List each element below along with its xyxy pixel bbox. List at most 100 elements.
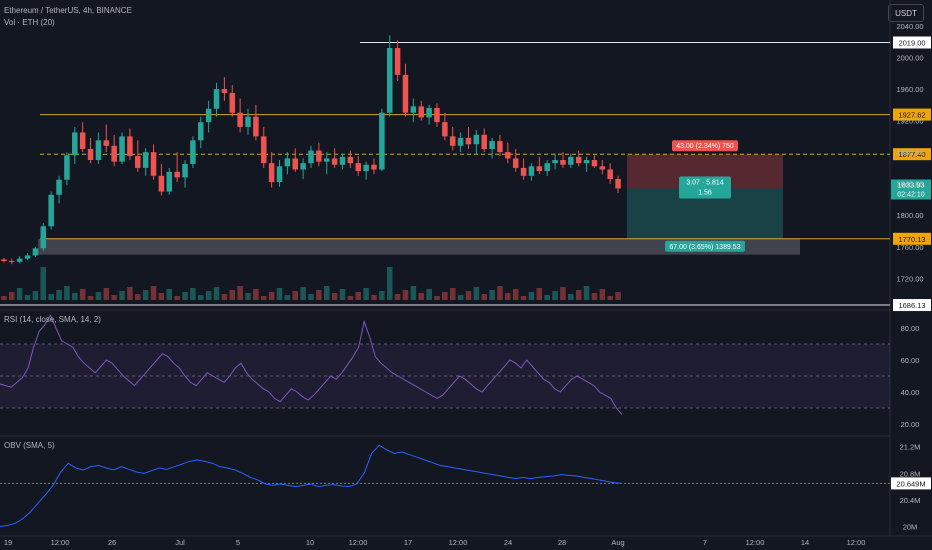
candle-body	[300, 163, 306, 170]
volume-bar	[465, 291, 472, 300]
candle-body	[599, 166, 606, 170]
candle-body	[528, 166, 535, 176]
volume-bar	[300, 287, 306, 300]
level-label-bg	[893, 299, 931, 312]
candle-body	[575, 156, 582, 164]
volume-bar	[371, 295, 377, 300]
volume-bar	[292, 291, 299, 300]
volume-bar	[190, 288, 196, 300]
time-tick-label: 12:00	[349, 538, 368, 547]
target-label: 67.00 (3.65%) 1389.53	[669, 244, 740, 251]
volume-bar	[72, 293, 78, 300]
rsi-tick-label: 20.00	[901, 420, 920, 429]
candle-body	[16, 258, 23, 262]
volume-bar	[449, 288, 456, 300]
volume-bar	[583, 286, 590, 300]
rsi-title: RSI (14, close, SMA, 14, 2)	[4, 315, 101, 324]
volume-bar	[607, 296, 613, 300]
candle-body	[253, 116, 259, 137]
target-label-bg	[665, 240, 745, 252]
candle-body	[103, 140, 110, 146]
candle-body	[323, 158, 330, 162]
ratio-label-bg	[679, 176, 731, 199]
volume-bar	[48, 294, 54, 300]
volume-bar	[245, 293, 251, 300]
candle-body	[56, 179, 62, 195]
volume-bar	[56, 290, 62, 300]
volume-bar	[229, 290, 236, 300]
level-label: 1927.62	[898, 111, 925, 120]
volume-bar	[87, 296, 94, 300]
candle-body	[268, 163, 275, 183]
candle-body	[465, 137, 472, 145]
volume-bar	[198, 295, 204, 300]
candle-body	[394, 48, 401, 75]
candle-body	[591, 160, 598, 167]
volume-bar	[355, 292, 361, 300]
price-tick-label: 1720.00	[896, 274, 923, 283]
obv-current-bg	[891, 477, 931, 490]
level-label: 1877.40	[898, 150, 925, 159]
volume-bar	[32, 291, 39, 300]
candle-body	[489, 141, 495, 149]
candle-body	[111, 145, 117, 162]
currency-button[interactable]: USDT	[888, 4, 924, 22]
volume-bar	[182, 292, 188, 300]
volume-bar	[599, 289, 606, 300]
rsi-tick-label: 80.00	[901, 324, 920, 333]
volume-bar	[418, 293, 424, 300]
candle-body	[1, 259, 7, 261]
candle-body	[583, 160, 590, 164]
volume-bar	[261, 296, 267, 300]
volume-bar	[575, 290, 582, 300]
candle-body	[607, 169, 613, 179]
volume-bar	[119, 291, 125, 300]
volume-bar	[481, 294, 487, 300]
candle-body	[190, 140, 196, 164]
volume-bar	[40, 267, 47, 300]
volume-bar	[276, 288, 283, 300]
candle-body	[371, 164, 377, 170]
candle-body	[229, 92, 236, 113]
candle-body	[308, 150, 314, 164]
candle-body	[292, 158, 299, 170]
candle-body	[560, 160, 566, 165]
candle-body	[331, 158, 338, 165]
volume-bar	[111, 295, 117, 300]
volume-bar	[308, 294, 314, 300]
candle-body	[481, 134, 487, 149]
volume-bar	[135, 294, 141, 300]
rsi-line	[0, 314, 623, 415]
volume-bar	[213, 287, 220, 300]
obv-current-label: 20.649M	[896, 479, 925, 488]
volume-bar	[237, 286, 243, 300]
candle-body	[158, 175, 165, 192]
candle-body	[72, 132, 78, 156]
volume-bar	[323, 286, 330, 300]
candle-body	[40, 226, 47, 249]
time-tick-label: 19	[4, 538, 12, 547]
volume-bar	[497, 286, 503, 300]
candle-body	[426, 107, 432, 118]
volume-bar	[379, 291, 385, 300]
volume-bar	[363, 288, 369, 300]
current-price-bg	[891, 179, 931, 200]
price-tick-label: 1960.00	[896, 85, 923, 94]
volume-bar	[64, 286, 70, 300]
stop-label-bg	[672, 140, 738, 152]
symbol-title: Ethereum / TetherUS, 4h, BINANCE	[4, 6, 132, 15]
time-tick-label: Jul	[175, 538, 185, 547]
volume-bar	[268, 292, 275, 300]
volume-bar	[402, 290, 409, 300]
price-tick-label: 2000.00	[896, 53, 923, 62]
volume-bar	[552, 291, 558, 300]
volume-bar	[205, 291, 212, 300]
time-tick-label: 12:00	[847, 538, 866, 547]
candle-body	[386, 48, 393, 113]
volume-bar	[79, 289, 86, 300]
candle-body	[135, 156, 141, 168]
price-tick-label: 2040.00	[896, 22, 923, 31]
level-label: 2019.00	[898, 39, 925, 48]
candle-body	[339, 156, 346, 165]
